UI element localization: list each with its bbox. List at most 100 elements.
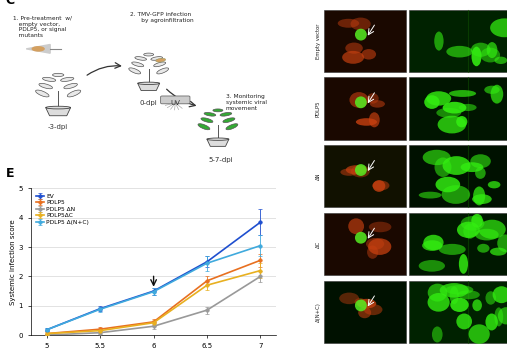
Ellipse shape	[368, 238, 391, 255]
Text: E: E	[6, 167, 15, 180]
Ellipse shape	[369, 112, 380, 127]
FancyBboxPatch shape	[324, 213, 406, 275]
Ellipse shape	[472, 47, 481, 66]
Ellipse shape	[373, 180, 386, 192]
Ellipse shape	[436, 108, 461, 118]
Ellipse shape	[471, 154, 491, 168]
Ellipse shape	[443, 102, 466, 113]
Ellipse shape	[156, 58, 165, 62]
Ellipse shape	[423, 150, 451, 165]
Ellipse shape	[154, 62, 166, 67]
Ellipse shape	[226, 124, 238, 130]
Text: ΔN: ΔN	[316, 172, 321, 180]
FancyBboxPatch shape	[409, 281, 512, 343]
Ellipse shape	[204, 112, 216, 116]
FancyBboxPatch shape	[324, 77, 406, 140]
Ellipse shape	[220, 112, 232, 116]
Text: PDLP5: PDLP5	[316, 100, 321, 117]
Text: ΔC: ΔC	[316, 240, 321, 247]
Ellipse shape	[340, 169, 358, 176]
Ellipse shape	[144, 53, 154, 56]
Ellipse shape	[490, 247, 507, 255]
Ellipse shape	[428, 293, 450, 312]
Ellipse shape	[450, 298, 469, 312]
Ellipse shape	[428, 284, 447, 302]
Text: 1. Pre-treatment  w/
   empty vector,
   PDLP5, or signal
   mutants: 1. Pre-treatment w/ empty vector, PDLP5,…	[13, 16, 72, 38]
Ellipse shape	[207, 138, 229, 140]
Ellipse shape	[449, 90, 476, 97]
Ellipse shape	[472, 194, 492, 204]
FancyBboxPatch shape	[409, 145, 512, 207]
Ellipse shape	[46, 106, 71, 109]
Ellipse shape	[355, 232, 367, 244]
Ellipse shape	[442, 185, 470, 204]
Polygon shape	[138, 83, 160, 90]
Ellipse shape	[442, 156, 471, 175]
Ellipse shape	[357, 299, 376, 309]
Ellipse shape	[367, 245, 378, 259]
Y-axis label: Systemic infection score: Systemic infection score	[10, 219, 16, 305]
Ellipse shape	[345, 43, 363, 54]
Ellipse shape	[36, 90, 49, 97]
Ellipse shape	[348, 218, 364, 234]
Ellipse shape	[355, 164, 367, 176]
Ellipse shape	[367, 93, 379, 104]
Ellipse shape	[351, 17, 371, 30]
Text: 2. TMV-GFP infection
      by agroinfiltration: 2. TMV-GFP infection by agroinfiltration	[130, 12, 194, 23]
Ellipse shape	[475, 229, 499, 240]
Polygon shape	[46, 107, 71, 116]
Ellipse shape	[364, 304, 382, 315]
Ellipse shape	[350, 92, 369, 108]
Ellipse shape	[60, 77, 74, 81]
Ellipse shape	[471, 214, 483, 228]
Ellipse shape	[355, 96, 367, 108]
Ellipse shape	[473, 186, 485, 206]
Ellipse shape	[485, 291, 496, 305]
Text: C: C	[5, 0, 14, 7]
Ellipse shape	[351, 165, 370, 177]
Ellipse shape	[419, 260, 445, 272]
Ellipse shape	[42, 77, 56, 81]
Ellipse shape	[132, 62, 144, 67]
Text: 5-7-dpi: 5-7-dpi	[208, 157, 233, 163]
Ellipse shape	[456, 313, 472, 329]
Text: 3. Monitoring
systemic viral
movement: 3. Monitoring systemic viral movement	[226, 94, 267, 111]
Ellipse shape	[346, 165, 367, 174]
Ellipse shape	[424, 95, 440, 109]
Ellipse shape	[450, 287, 459, 304]
Ellipse shape	[370, 100, 385, 107]
Ellipse shape	[339, 292, 359, 304]
Text: UV: UV	[170, 100, 180, 106]
Ellipse shape	[495, 57, 507, 64]
Ellipse shape	[459, 104, 477, 111]
Ellipse shape	[440, 283, 468, 298]
Ellipse shape	[32, 46, 45, 52]
FancyBboxPatch shape	[324, 281, 406, 343]
Ellipse shape	[445, 285, 474, 295]
Ellipse shape	[138, 82, 160, 84]
Ellipse shape	[64, 83, 77, 89]
Ellipse shape	[53, 73, 64, 76]
FancyBboxPatch shape	[161, 96, 190, 104]
Ellipse shape	[358, 307, 371, 318]
Text: Empty vector: Empty vector	[316, 23, 321, 59]
Ellipse shape	[459, 254, 468, 274]
Ellipse shape	[436, 177, 460, 192]
Polygon shape	[207, 139, 229, 146]
Ellipse shape	[477, 244, 489, 253]
Ellipse shape	[471, 43, 490, 57]
Ellipse shape	[480, 48, 500, 62]
Ellipse shape	[356, 118, 377, 126]
Ellipse shape	[498, 307, 512, 325]
Ellipse shape	[67, 90, 81, 97]
Ellipse shape	[419, 192, 442, 199]
Legend: EV, PDLP5, PDLP5 ΔN, PDLP5ΔC, PDLP5 Δ(N+C): EV, PDLP5, PDLP5 ΔN, PDLP5ΔC, PDLP5 Δ(N+…	[34, 191, 91, 227]
Ellipse shape	[39, 83, 53, 89]
Ellipse shape	[461, 162, 483, 172]
Ellipse shape	[129, 68, 141, 74]
FancyBboxPatch shape	[324, 10, 406, 72]
FancyBboxPatch shape	[324, 145, 406, 207]
Ellipse shape	[361, 49, 376, 60]
Ellipse shape	[201, 118, 213, 122]
Ellipse shape	[435, 157, 452, 177]
